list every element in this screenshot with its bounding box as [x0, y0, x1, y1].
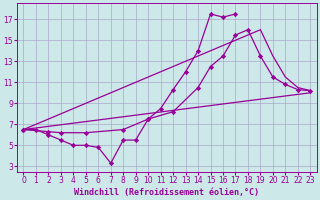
- X-axis label: Windchill (Refroidissement éolien,°C): Windchill (Refroidissement éolien,°C): [74, 188, 260, 197]
